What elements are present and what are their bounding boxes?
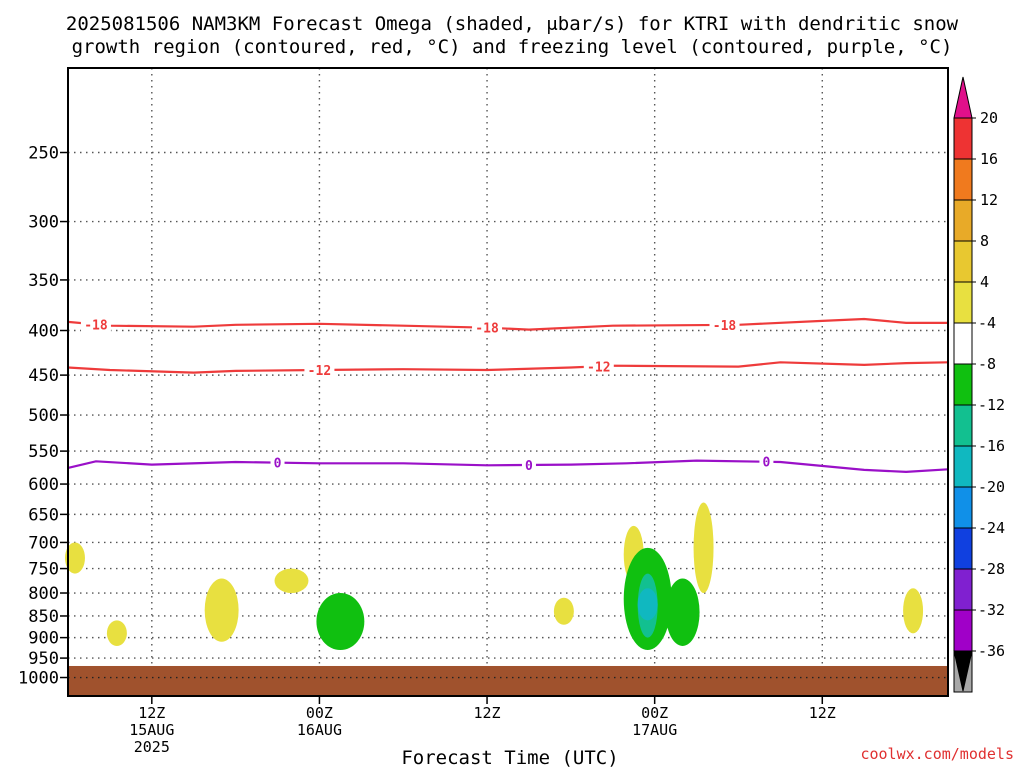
- x-tick-label: 2025: [134, 738, 170, 756]
- colorbar-swatch: [953, 281, 973, 324]
- colorbar-tick-label: 20: [980, 109, 998, 127]
- chart-title-line1: 2025081506 NAM3KM Forecast Omega (shaded…: [66, 13, 959, 35]
- colorbar-tick-label: 8: [980, 232, 989, 250]
- contour-label-bg: [270, 454, 285, 471]
- y-tick-label: 850: [28, 607, 59, 627]
- colorbar-tick-label: 4: [980, 273, 989, 291]
- colorbar-tick-label: -36: [978, 642, 1005, 660]
- omega-region: [693, 502, 714, 594]
- colorbar-tick-label: -8: [978, 355, 996, 373]
- x-tick-label: 17AUG: [632, 721, 677, 739]
- plot-border: [67, 67, 949, 697]
- omega-region: [553, 597, 574, 625]
- contour-layer: -18 -18 -18 -12 -12 0 0 0: [67, 316, 949, 474]
- x-tick-label: 00Z: [641, 704, 668, 722]
- colorbar-swatch: [953, 158, 973, 201]
- contour-label: -18: [475, 322, 499, 337]
- contour-label: 0: [274, 457, 282, 472]
- contour-label: -12: [308, 364, 331, 379]
- y-tick-label: 700: [28, 533, 59, 553]
- omega-region: [637, 588, 658, 621]
- contour-label: -18: [84, 318, 108, 333]
- colorbar-tick-label: -12: [978, 396, 1005, 414]
- contour-label-bg: [709, 316, 740, 333]
- y-tick-label: 550: [28, 442, 59, 462]
- x-tick-label: 16AUG: [297, 721, 342, 739]
- contour-label-bg: [583, 358, 614, 375]
- omega-region: [204, 578, 239, 642]
- omega-region: [274, 568, 309, 594]
- colorbar-tick-label: -32: [978, 601, 1005, 619]
- contour-label: -18: [713, 319, 737, 334]
- colorbar-tick-label: -4: [978, 314, 996, 332]
- colorbar-swatch: [953, 363, 973, 406]
- y-tick-label: 750: [28, 560, 59, 580]
- contour-label: 0: [525, 459, 533, 474]
- y-tick-label: 900: [28, 629, 59, 649]
- y-tick-label: 650: [28, 505, 59, 525]
- terrain-layer: [68, 665, 948, 696]
- y-tick-label: 950: [28, 649, 59, 669]
- y-tick-label: 350: [28, 271, 59, 291]
- colorbar-tick-label: -24: [978, 519, 1005, 537]
- x-tick-label: 12Z: [809, 704, 836, 722]
- y-tick-label: 600: [28, 475, 59, 495]
- x-tick-label: 00Z: [306, 704, 333, 722]
- colorbar-swatch: [953, 199, 973, 242]
- colorbar-tick-label: -28: [978, 560, 1005, 578]
- plot-frame: [67, 67, 949, 697]
- colorbar-swatch: [953, 568, 973, 611]
- dendritic-contour: [67, 317, 948, 331]
- y-tick-label: 300: [28, 213, 59, 233]
- colorbar-swatch: [953, 527, 973, 570]
- omega-region: [106, 620, 127, 646]
- omega-region: [316, 593, 365, 651]
- y-tick-label: 800: [28, 584, 59, 604]
- omega-region: [665, 578, 700, 646]
- contour-label-bg: [521, 456, 536, 473]
- contour-label-bg: [304, 362, 335, 379]
- colorbar-swatch: [953, 322, 973, 365]
- colorbar-tick-label: 16: [980, 150, 998, 168]
- x-tick-label: 12Z: [138, 704, 165, 722]
- omega-shading-layer: [65, 502, 924, 651]
- colorbar-tick-label: 12: [980, 191, 998, 209]
- omega-region: [903, 588, 924, 634]
- y-tick-label: 400: [28, 322, 59, 342]
- terrain-fill: [68, 665, 948, 696]
- colorbar-swatch: [953, 445, 973, 488]
- colorbar-swatch: [953, 240, 973, 283]
- x-tick-label: 12Z: [474, 704, 501, 722]
- colorbar-bottom-arrow: [953, 650, 973, 692]
- contour-label-bg: [759, 453, 774, 470]
- colorbar-swatch: [953, 486, 973, 529]
- colorbar: 20 16 12 8 4 -4 -8 -12 -16 -20 -24 -28 -32 -36: [953, 76, 1005, 693]
- colorbar-top-arrow: [953, 76, 973, 119]
- plot-area: [68, 68, 948, 696]
- y-tick-label: 1000: [18, 669, 59, 689]
- x-axis-label: Forecast Time (UTC): [401, 747, 618, 768]
- omega-region: [65, 542, 85, 574]
- colorbar-swatch: [953, 404, 973, 447]
- plot-background: [68, 68, 948, 696]
- x-tick-label: 15AUG: [129, 721, 174, 739]
- y-tick-label: 250: [28, 144, 59, 164]
- colorbar-tick-label: -16: [978, 437, 1005, 455]
- chart-title-line2: growth region (contoured, red, °C) and f…: [72, 36, 953, 58]
- colorbar-swatch: [953, 117, 973, 160]
- site-watermark[interactable]: coolwx.com/models: [860, 745, 1014, 763]
- colorbar-tick-label: -20: [978, 478, 1005, 496]
- contour-label-bg: [472, 319, 503, 336]
- colorbar-swatch: [953, 609, 973, 652]
- y-axis: 2503003504004505005506006507007508008509…: [18, 144, 68, 689]
- dendritic-contour: [67, 361, 949, 374]
- contour-label-bg: [80, 316, 111, 333]
- y-tick-label: 500: [28, 406, 59, 426]
- contour-label: 0: [762, 456, 770, 471]
- contour-label: -12: [587, 360, 610, 375]
- y-tick-label: 450: [28, 366, 59, 386]
